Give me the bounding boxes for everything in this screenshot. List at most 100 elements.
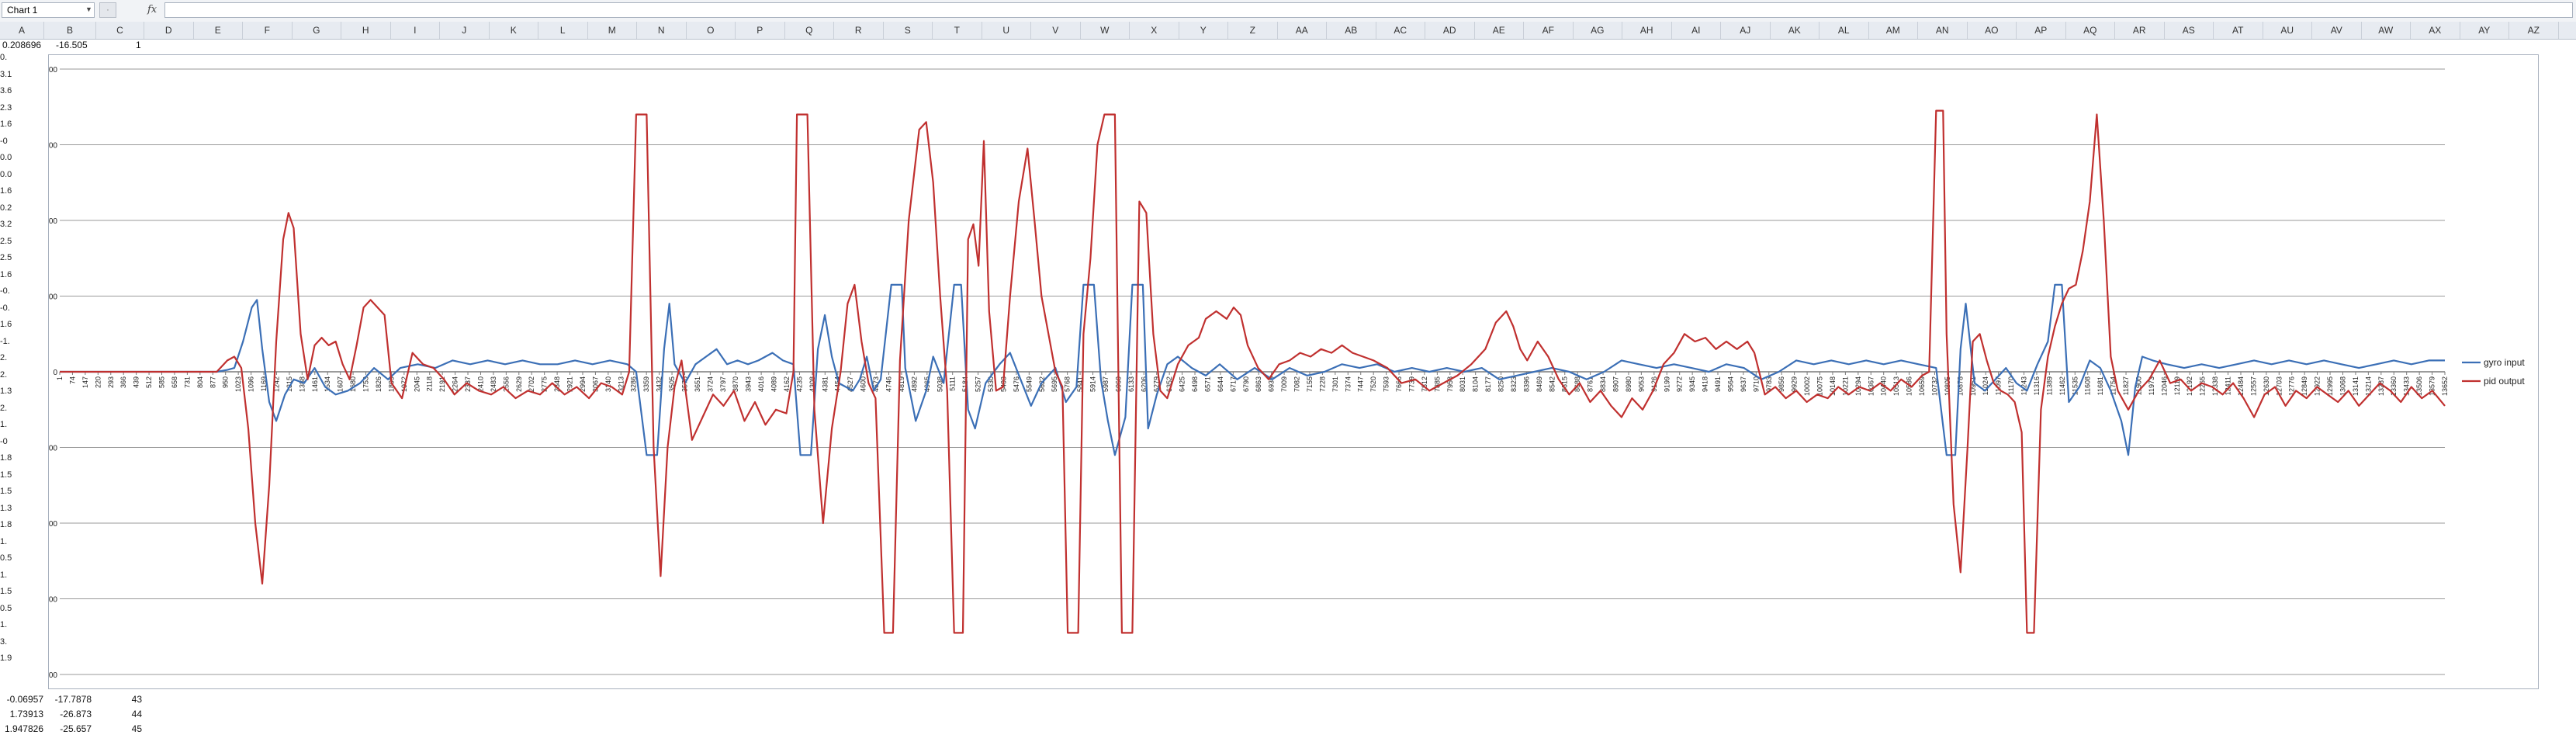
column-header-aw[interactable]: AW [2362, 22, 2411, 39]
column-header-x[interactable]: X [1130, 22, 1179, 39]
cell-b44[interactable]: -26.873 [60, 709, 92, 719]
cell-a44[interactable]: 1.73913 [9, 709, 43, 719]
column-header-i[interactable]: I [391, 22, 440, 39]
cell-fragment[interactable]: 3.1 [0, 69, 12, 79]
column-header-y[interactable]: Y [1179, 22, 1228, 39]
cell-fragment[interactable]: 0.2 [0, 203, 12, 213]
cell-fragment[interactable]: 1.6 [0, 269, 12, 279]
formula-input[interactable] [164, 2, 2573, 18]
cell-fragment[interactable]: 1.3 [0, 387, 12, 396]
column-header-ah[interactable]: AH [1622, 22, 1672, 39]
cell-fragment[interactable]: 1.8 [0, 453, 12, 463]
name-box[interactable]: Chart 1 [2, 2, 95, 18]
cell-fragment[interactable]: 1.9 [0, 654, 12, 663]
cell-fragment[interactable]: 3.2 [0, 220, 12, 229]
cell-fragment[interactable]: 1.8 [0, 520, 12, 529]
column-header-j[interactable]: J [440, 22, 490, 39]
chevron-down-icon[interactable]: ▼ [85, 5, 92, 13]
cell-fragment[interactable]: -0. [0, 286, 10, 296]
column-header-r[interactable]: R [834, 22, 884, 39]
cell-b43[interactable]: -17.7878 [54, 694, 92, 705]
column-header-m[interactable]: M [588, 22, 637, 39]
cell-fragment[interactable]: 3.6 [0, 86, 12, 95]
column-header-ag[interactable]: AG [1574, 22, 1622, 39]
cell-fragment[interactable]: 2.5 [0, 236, 12, 246]
column-header-s[interactable]: S [884, 22, 933, 39]
cell-fragment[interactable]: 0.0 [0, 153, 12, 162]
column-header-e[interactable]: E [194, 22, 243, 39]
column-header-q[interactable]: Q [785, 22, 834, 39]
column-header-d[interactable]: D [144, 22, 194, 39]
column-header-av[interactable]: AV [2312, 22, 2362, 39]
column-header-z[interactable]: Z [1228, 22, 1278, 39]
cell-fragment[interactable]: 0.5 [0, 603, 12, 613]
column-header-af[interactable]: AF [1524, 22, 1574, 39]
cell-a45[interactable]: 1.947826 [4, 723, 43, 734]
column-header-p[interactable]: P [736, 22, 785, 39]
cell-fragment[interactable]: 1.6 [0, 186, 12, 196]
column-header-o[interactable]: O [687, 22, 736, 39]
column-header-ap[interactable]: AP [2017, 22, 2066, 39]
column-header-aq[interactable]: AQ [2066, 22, 2115, 39]
column-header-u[interactable]: U [982, 22, 1031, 39]
column-header-ai[interactable]: AI [1672, 22, 1721, 39]
cell-fragment[interactable]: -0. [0, 303, 10, 313]
cell-fragment[interactable]: 2. [0, 353, 8, 362]
column-header-ar[interactable]: AR [2115, 22, 2165, 39]
column-header-n[interactable]: N [637, 22, 687, 39]
column-header-ae[interactable]: AE [1475, 22, 1524, 39]
cell-fragment[interactable]: 1. [0, 570, 8, 580]
cell-fragment[interactable]: -1. [0, 336, 10, 346]
cell-fragment[interactable]: 0.0 [0, 169, 12, 179]
cell-fragment[interactable]: 1.3 [0, 503, 12, 513]
column-header-ac[interactable]: AC [1376, 22, 1425, 39]
column-header-at[interactable]: AT [2214, 22, 2263, 39]
column-header-aj[interactable]: AJ [1721, 22, 1771, 39]
cell-fragment[interactable]: 1. [0, 620, 8, 629]
column-header-am[interactable]: AM [1869, 22, 1918, 39]
cell-c1[interactable]: 1 [136, 40, 141, 50]
insert-function-button[interactable]: fx [147, 4, 158, 16]
cell-fragment[interactable]: 1.6 [0, 120, 12, 129]
column-header-au[interactable]: AU [2263, 22, 2312, 39]
cell-fragment[interactable]: -0 [0, 436, 8, 446]
column-header-ak[interactable]: AK [1771, 22, 1819, 39]
column-header-g[interactable]: G [293, 22, 341, 39]
column-header-c[interactable]: C [96, 22, 144, 39]
column-header-f[interactable]: F [243, 22, 293, 39]
cell-c45[interactable]: 45 [131, 723, 142, 734]
column-header-ay[interactable]: AY [2460, 22, 2509, 39]
cell-fragment[interactable]: -0 [0, 136, 8, 146]
cell-b1[interactable]: -16.505 [56, 40, 88, 50]
cell-fragment[interactable]: 1.5 [0, 587, 12, 596]
formula-cancel-button[interactable]: · [99, 2, 116, 18]
column-header-aa[interactable]: AA [1278, 22, 1327, 39]
cell-c44[interactable]: 44 [131, 709, 142, 719]
column-header-ao[interactable]: AO [1968, 22, 2017, 39]
column-header-ax[interactable]: AX [2411, 22, 2460, 39]
column-header-az[interactable]: AZ [2509, 22, 2559, 39]
cell-c43[interactable]: 43 [131, 694, 142, 705]
column-header-ad[interactable]: AD [1425, 22, 1475, 39]
cell-fragment[interactable]: 2. [0, 403, 8, 413]
cell-fragment[interactable]: 1.5 [0, 470, 12, 480]
cell-fragment[interactable]: 1. [0, 420, 8, 429]
cell-fragment[interactable]: 3. [0, 636, 8, 647]
cell-fragment[interactable]: 2.3 [0, 102, 12, 113]
cell-fragment[interactable]: 0.5 [0, 553, 12, 563]
cell-fragment[interactable]: 2. [0, 369, 8, 380]
cell-fragment[interactable]: 1.5 [0, 487, 12, 496]
column-header-h[interactable]: H [341, 22, 391, 39]
column-header-k[interactable]: K [490, 22, 538, 39]
column-header-b[interactable]: B [44, 22, 96, 39]
column-header-as[interactable]: AS [2165, 22, 2214, 39]
column-header-ab[interactable]: AB [1327, 22, 1376, 39]
column-header-l[interactable]: L [538, 22, 588, 39]
column-header-t[interactable]: T [933, 22, 982, 39]
cell-fragment[interactable]: 1. [0, 536, 8, 546]
column-header-al[interactable]: AL [1819, 22, 1869, 39]
column-header-w[interactable]: W [1081, 22, 1130, 39]
cell-fragment[interactable]: 2.5 [0, 253, 12, 262]
cell-a43[interactable]: -0.06957 [6, 694, 43, 705]
column-header-v[interactable]: V [1031, 22, 1081, 39]
